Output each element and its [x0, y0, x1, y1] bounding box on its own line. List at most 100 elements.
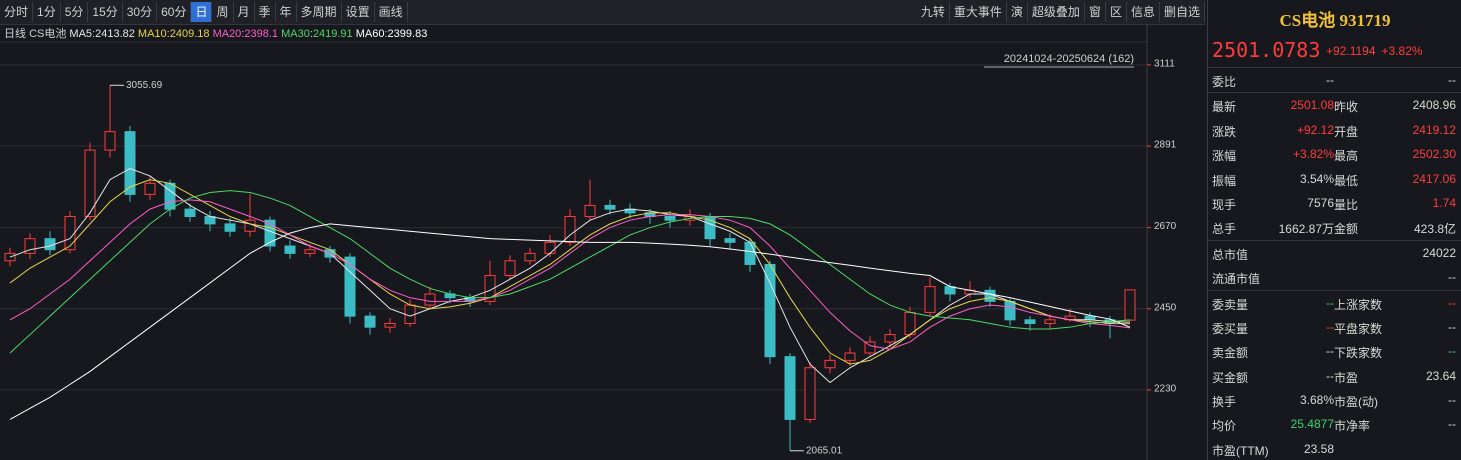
tool-button[interactable]: 信息 — [1127, 2, 1160, 22]
toolbar: 分时 1分 5分 15分 30分 60分日周月季年多周期 设置 画线 九转 重大事件演超级叠加窗区… — [0, 0, 1205, 25]
y-tick-label: 3111 — [1154, 59, 1175, 70]
candle-body — [344, 256, 356, 317]
candle-body — [584, 204, 596, 218]
row-label: 金额 — [1334, 222, 1359, 237]
candle-body — [904, 311, 916, 336]
candle-body — [664, 216, 676, 221]
candle-body — [504, 260, 516, 277]
legend-value: 2413.82 — [95, 28, 135, 40]
legend-name: MA60 — [356, 28, 385, 40]
row-label: 均价 — [1212, 419, 1237, 434]
candle-body — [124, 131, 136, 195]
tool-button[interactable]: 演 — [1007, 2, 1028, 22]
row-label: 卖金额 — [1212, 346, 1249, 361]
ma-line — [9, 167, 1131, 384]
row-value: 2502.30 — [1412, 147, 1456, 162]
tool-button[interactable]: 区 — [1106, 2, 1127, 22]
quote-row: 现手 7576 量比 1.74 — [1208, 191, 1461, 215]
row-label: 市盈 — [1334, 370, 1359, 385]
period-button[interactable]: 设置 — [342, 2, 375, 22]
period-button[interactable]: 60分 — [157, 2, 192, 22]
candle-body — [564, 216, 576, 243]
row-label: 买金额 — [1212, 370, 1249, 385]
candle-body — [44, 238, 56, 251]
candle-body — [304, 249, 316, 254]
candle-body — [24, 238, 36, 254]
quote-row: 换手 3.68% 市盈(动) -- — [1208, 388, 1461, 412]
row-value: -- — [1326, 295, 1334, 310]
ma-legend: 日线 CS电池 MA5:2413.82 MA10:2409.18 MA20:23… — [4, 26, 427, 40]
row-value: -- — [1448, 393, 1456, 408]
candle-body — [824, 359, 836, 369]
quote-row: 总市值 24022 — [1208, 241, 1461, 265]
candle-body — [484, 275, 496, 302]
tool-button[interactable]: 九转 — [917, 2, 950, 22]
quote-row: 振幅 3.54% 最低 2417.06 — [1208, 167, 1461, 191]
quote-row: 最新 2501.08 昨收 2408.96 — [1208, 93, 1461, 117]
row-value: +92.12 — [1296, 122, 1334, 137]
period-button[interactable]: 30分 — [123, 2, 158, 22]
row-value: -- — [1326, 73, 1334, 87]
legend-value: 2399.83 — [388, 28, 428, 40]
chart: 日线 CS电池 MA5:2413.82 MA10:2409.18 MA20:23… — [0, 25, 1177, 460]
candle-body — [404, 304, 416, 324]
period-button[interactable]: 年 — [276, 2, 297, 22]
candle-body — [364, 315, 376, 328]
candle-body — [384, 322, 396, 328]
candle-body — [884, 334, 896, 343]
tool-button[interactable]: 删自选 — [1160, 2, 1205, 22]
row-value: +3.82% — [1292, 147, 1334, 162]
candle-body — [744, 241, 756, 265]
row-label: 现手 — [1212, 197, 1237, 212]
row-value: -- — [1448, 344, 1456, 359]
row-label: 市净率 — [1334, 419, 1371, 434]
row-label: 平盘家数 — [1334, 321, 1383, 336]
period-button[interactable]: 15分 — [88, 2, 123, 22]
quote-row: 均价 25.4877 市净率 -- — [1208, 412, 1461, 436]
row-label: 涨幅 — [1212, 149, 1237, 164]
period-button[interactable]: 1分 — [33, 2, 61, 22]
period-button[interactable]: 季 — [255, 2, 276, 22]
row-value: -- — [1448, 319, 1456, 334]
y-tick-label: 2450 — [1154, 302, 1177, 313]
quote-row: 委买量 -- 平盘家数 -- — [1208, 315, 1461, 339]
period-button[interactable]: 5分 — [61, 2, 89, 22]
period-button[interactable]: 分时 — [0, 2, 34, 22]
row-value: 24022 — [1422, 245, 1456, 260]
row-value: -- — [1448, 270, 1456, 285]
tool-button[interactable]: 超级叠加 — [1028, 2, 1085, 22]
row-label: 开盘 — [1334, 124, 1359, 139]
row-value: 2501.08 — [1290, 98, 1334, 113]
period-button[interactable]: 周 — [212, 2, 234, 22]
candle-body — [524, 252, 536, 262]
period-button[interactable]: 画线 — [375, 2, 408, 22]
candle-body — [864, 341, 876, 354]
row-label: 下跌家数 — [1334, 346, 1383, 361]
candle-body — [224, 223, 236, 232]
tool-button[interactable]: 窗 — [1085, 2, 1106, 22]
range-label: 20241024-20250624 (162) — [1004, 53, 1134, 65]
row-label: 市盈(动) — [1334, 395, 1378, 410]
row-value: 3.68% — [1299, 393, 1334, 408]
candle-body — [604, 204, 616, 210]
candle-body — [1004, 300, 1016, 321]
tool-button[interactable]: 重大事件 — [950, 2, 1007, 22]
candle-body — [724, 238, 736, 243]
row-label: 最高 — [1334, 149, 1359, 164]
row-label: 量比 — [1334, 197, 1359, 212]
period-button[interactable]: 月 — [234, 2, 255, 22]
period-button[interactable]: 日 — [191, 2, 213, 22]
candle-body — [164, 182, 176, 210]
period-buttons: 分时 1分 5分 15分 30分 60分日周月季年多周期 设置 画线 — [0, 0, 408, 24]
row-value: 23.58 — [1303, 441, 1334, 456]
row-label: 市盈(TTM) — [1212, 443, 1269, 458]
y-tick-label: 2891 — [1154, 140, 1177, 151]
high-annotation: 3055.69 — [126, 80, 163, 91]
candle-body — [144, 182, 156, 195]
period-button[interactable]: 多周期 — [297, 2, 342, 22]
candle-body — [284, 245, 296, 254]
quote-row: 卖金额 -- 下跌家数 -- — [1208, 339, 1461, 363]
candle-body — [104, 131, 116, 151]
candle-body — [1044, 319, 1056, 324]
